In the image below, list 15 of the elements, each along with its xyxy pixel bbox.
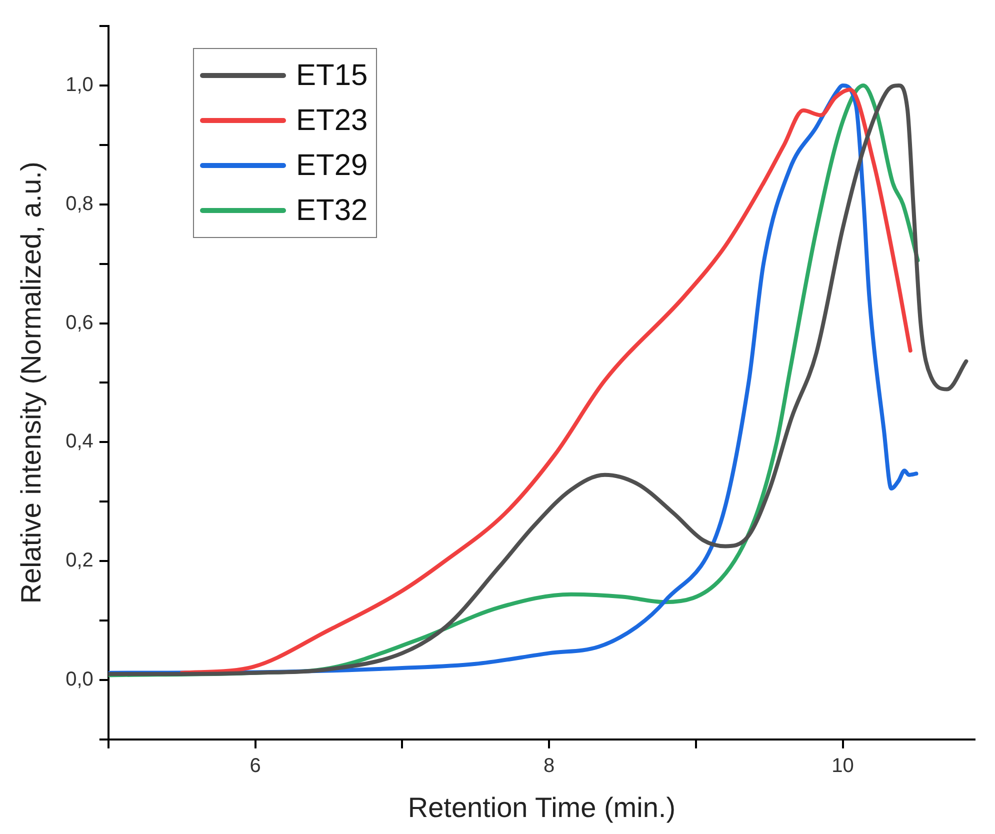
x-axis-title: Retention Time (min.) — [408, 792, 676, 823]
y-tick-label: 1,0 — [66, 74, 94, 96]
x-tick-label: 10 — [832, 754, 854, 777]
x-tick-label: 8 — [543, 754, 555, 777]
y-tick-label: 0,0 — [66, 668, 94, 690]
legend-label: ET29 — [296, 148, 368, 182]
y-tick-label: 0,4 — [66, 430, 94, 453]
y-axis-title: Relative intensity (Normalized, a.u.) — [16, 162, 47, 604]
y-tick-label: 0,8 — [66, 192, 94, 215]
y-tick-label: 0,2 — [66, 550, 94, 572]
y-tick-label: 0,6 — [66, 312, 94, 334]
legend-label: ET15 — [296, 58, 368, 92]
legend-label: ET23 — [296, 104, 368, 138]
x-tick-label: 6 — [250, 754, 261, 777]
legend-label: ET32 — [296, 194, 368, 228]
